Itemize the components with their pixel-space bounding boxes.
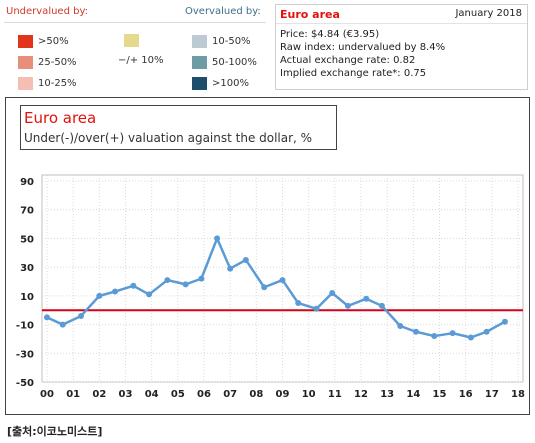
data-point — [261, 284, 268, 291]
info-actual-rate: Actual exchange rate: 0.82 — [280, 55, 416, 66]
source-credit: [출처:이코노미스트] — [7, 425, 103, 438]
data-point — [313, 305, 320, 312]
info-raw-index: Raw index: undervalued by 8.4% — [280, 42, 446, 53]
swatch-under-10-25 — [18, 76, 33, 90]
x-tick-label: 10 — [302, 389, 316, 400]
chart-subtitle: Under(-)/over(+) valuation against the d… — [24, 131, 313, 145]
data-point — [412, 328, 419, 335]
data-point — [78, 312, 85, 319]
legend-neutral-label: −/+ 10% — [118, 55, 164, 66]
data-point — [329, 289, 336, 296]
data-point — [344, 302, 351, 309]
data-point — [96, 292, 103, 299]
data-point — [227, 265, 234, 272]
data-point — [44, 314, 50, 321]
x-tick-label: 16 — [459, 389, 473, 400]
overvalued-heading: Overvalued by: — [185, 6, 261, 17]
x-tick-label: 11 — [328, 389, 342, 400]
info-implied-rate: Implied exchange rate*: 0.75 — [280, 68, 427, 79]
info-area-name: Euro area — [280, 8, 340, 21]
x-tick-label: 00 — [40, 389, 54, 400]
x-tick-label: 18 — [511, 389, 525, 400]
legend-divider — [4, 22, 266, 23]
legend-under-25-50: 25-50% — [18, 55, 77, 69]
legend-over-gt100-label: >100% — [212, 77, 249, 89]
data-point — [198, 275, 205, 282]
y-tick-label: 10 — [20, 292, 34, 303]
swatch-over-10-50 — [192, 34, 207, 48]
chart-title: Euro area — [24, 109, 97, 127]
country-info-card: Euro area January 2018 Price: $4.84 (€3.… — [275, 4, 528, 90]
y-tick-label: 50 — [20, 234, 34, 245]
y-tick-label: 30 — [20, 263, 34, 274]
series-line — [46, 237, 506, 339]
y-tick-label: -30 — [16, 349, 34, 360]
data-point — [242, 256, 249, 263]
y-tick-label: -50 — [16, 378, 34, 389]
x-tick-label: 03 — [119, 389, 133, 400]
legend-over-50-100: 50-100% — [192, 55, 257, 69]
x-tick-label: 14 — [406, 389, 420, 400]
legend-under-10-25: 10-25% — [18, 76, 77, 90]
legend-under-gt50-label: >50% — [38, 35, 69, 47]
chart-title-box: Euro area Under(-)/over(+) valuation aga… — [20, 105, 337, 150]
chart-plot-area: 90 70 50 30 10 -10 -30 -50 00 01 02 03 04 05 06 07 08 09 1… — [16, 174, 525, 400]
valuation-chart: 90 70 50 30 10 -10 -30 -50 00 01 02 03 04 05 06 07 08 09 1… — [5, 97, 530, 415]
data-point — [112, 288, 119, 295]
legend-over-gt100: >100% — [192, 76, 249, 90]
data-point — [182, 281, 189, 288]
x-tick-label: 01 — [66, 389, 80, 400]
swatch-under-gt50 — [18, 34, 33, 48]
x-tick-label: 09 — [276, 389, 290, 400]
legend-over-10-50-label: 10-50% — [212, 35, 251, 47]
y-tick-label: -10 — [16, 321, 34, 332]
data-point — [59, 321, 66, 328]
legend-under-25-50-label: 25-50% — [38, 56, 77, 68]
x-tick-label: 17 — [485, 389, 499, 400]
legend-over-10-50: 10-50% — [192, 34, 251, 48]
data-point — [130, 282, 137, 289]
y-tick-label: 70 — [20, 206, 34, 217]
swatch-neutral — [124, 34, 139, 47]
swatch-over-gt100 — [192, 76, 207, 90]
legend-under-10-25-label: 10-25% — [38, 77, 77, 89]
legend-under-gt50: >50% — [18, 34, 69, 48]
data-point — [164, 277, 171, 284]
x-tick-label: 13 — [380, 389, 394, 400]
x-tick-label: 02 — [92, 389, 106, 400]
swatch-over-50-100 — [192, 55, 207, 69]
info-date: January 2018 — [455, 8, 522, 19]
legend-over-50-100-label: 50-100% — [212, 56, 257, 68]
data-point — [279, 277, 286, 284]
x-tick-label: 12 — [354, 389, 368, 400]
data-point — [431, 333, 438, 340]
x-tick-label: 06 — [197, 389, 211, 400]
info-card-header: Euro area January 2018 — [276, 5, 527, 24]
x-tick-label: 07 — [223, 389, 237, 400]
swatch-under-25-50 — [18, 55, 33, 69]
data-point — [295, 300, 302, 307]
x-tick-label: 08 — [249, 389, 263, 400]
data-point — [397, 323, 404, 330]
data-point — [483, 328, 490, 335]
valuation-legend: Undervalued by: Overvalued by: >50% 25-5… — [4, 4, 266, 90]
data-point — [501, 318, 508, 325]
x-tick-label: 05 — [171, 389, 185, 400]
y-tick-label: 90 — [20, 177, 34, 188]
data-point — [449, 330, 456, 337]
data-point — [214, 235, 221, 242]
data-point — [363, 295, 370, 302]
undervalued-heading: Undervalued by: — [6, 6, 89, 17]
data-point — [146, 291, 153, 298]
data-point — [378, 302, 385, 309]
x-tick-label: 04 — [145, 389, 159, 400]
data-point — [467, 334, 474, 341]
info-price: Price: $4.84 (€3.95) — [280, 29, 380, 40]
x-tick-label: 15 — [433, 389, 447, 400]
